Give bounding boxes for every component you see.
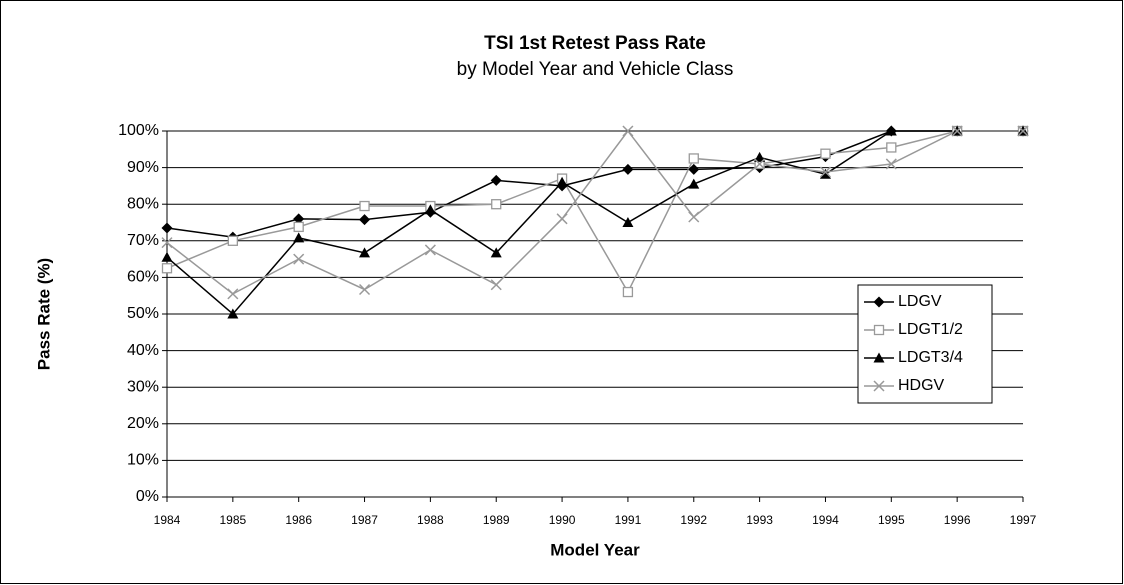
y-tick-label: 50% xyxy=(127,305,159,322)
legend-label: LDGT3/4 xyxy=(898,349,963,366)
y-tick-label: 30% xyxy=(127,378,159,395)
marker-diamond xyxy=(873,296,885,308)
legend-label: LDGT1/2 xyxy=(898,321,963,338)
marker-triangle xyxy=(556,176,568,187)
y-tick-label: 70% xyxy=(127,232,159,249)
x-tick-label: 1990 xyxy=(549,513,576,527)
x-axis-title: Model Year xyxy=(550,540,640,559)
y-tick-label: 80% xyxy=(127,195,159,212)
marker-x xyxy=(873,380,885,392)
chart-title: TSI 1st Retest Pass Rate xyxy=(484,33,706,54)
marker-triangle xyxy=(293,232,305,243)
x-tick-label: 1989 xyxy=(483,513,510,527)
x-tick-label: 1984 xyxy=(154,513,181,527)
y-tick-label: 60% xyxy=(127,269,159,286)
series-line xyxy=(166,130,1023,238)
marker-x xyxy=(556,213,568,225)
series-line xyxy=(166,130,1023,294)
marker-square xyxy=(873,324,885,336)
marker-x xyxy=(754,158,766,170)
series-line xyxy=(166,129,1023,295)
chart-subtitle: by Model Year and Vehicle Class xyxy=(457,59,734,80)
marker-x xyxy=(622,125,634,137)
marker-x xyxy=(161,237,173,249)
y-tick-label: 0% xyxy=(136,488,159,505)
marker-triangle xyxy=(359,247,371,258)
marker-diamond xyxy=(359,214,371,226)
x-tick-label: 1985 xyxy=(219,513,246,527)
marker-triangle xyxy=(873,352,885,363)
x-tick-label: 1993 xyxy=(746,513,773,527)
marker-square xyxy=(820,148,831,159)
marker-x xyxy=(359,283,371,296)
marker-square xyxy=(293,221,304,233)
y-tick-label: 40% xyxy=(127,342,159,359)
marker-triangle xyxy=(424,204,436,215)
marker-square xyxy=(161,263,173,274)
marker-diamond xyxy=(161,222,173,234)
marker-x xyxy=(424,244,436,256)
marker-x xyxy=(951,125,963,137)
marker-triangle xyxy=(819,168,831,179)
marker-x xyxy=(885,158,897,170)
marker-triangle xyxy=(161,251,173,262)
marker-triangle xyxy=(490,247,502,258)
legend-label: LDGV xyxy=(898,293,942,310)
marker-square xyxy=(688,153,699,164)
y-tick-label: 100% xyxy=(118,122,159,139)
marker-square xyxy=(227,235,238,246)
marker-diamond xyxy=(688,163,700,175)
marker-diamond xyxy=(622,163,634,175)
x-tick-label: 1997 xyxy=(1010,513,1037,527)
x-tick-label: 1995 xyxy=(878,513,905,527)
x-tick-label: 1986 xyxy=(285,513,312,527)
y-tick-label: 90% xyxy=(127,159,159,176)
x-tick-label: 1991 xyxy=(615,513,642,527)
y-tick-label: 20% xyxy=(127,415,159,432)
marker-x xyxy=(1017,125,1029,137)
x-tick-label: 1994 xyxy=(812,513,839,527)
marker-square xyxy=(491,199,502,210)
marker-diamond xyxy=(293,213,305,225)
series-line xyxy=(166,130,1023,316)
marker-triangle xyxy=(227,308,239,319)
marker-triangle xyxy=(688,178,700,189)
marker-x xyxy=(227,288,239,300)
marker-triangle xyxy=(622,217,634,227)
marker-x xyxy=(688,211,700,223)
x-tick-label: 1987 xyxy=(351,513,378,527)
x-tick-label: 1992 xyxy=(680,513,707,527)
marker-triangle xyxy=(885,125,897,136)
marker-triangle xyxy=(754,151,766,162)
marker-x xyxy=(293,253,305,265)
marker-diamond xyxy=(490,174,502,186)
x-tick-label: 1996 xyxy=(944,513,971,527)
marker-square xyxy=(359,200,370,212)
y-tick-label: 10% xyxy=(127,452,159,469)
y-axis-title: Pass Rate (%) xyxy=(34,258,53,370)
marker-x xyxy=(490,279,502,291)
x-tick-label: 1988 xyxy=(417,513,444,527)
marker-square xyxy=(886,142,897,153)
marker-square xyxy=(622,286,634,298)
legend-label: HDGV xyxy=(898,377,945,394)
marker-x xyxy=(819,166,831,178)
